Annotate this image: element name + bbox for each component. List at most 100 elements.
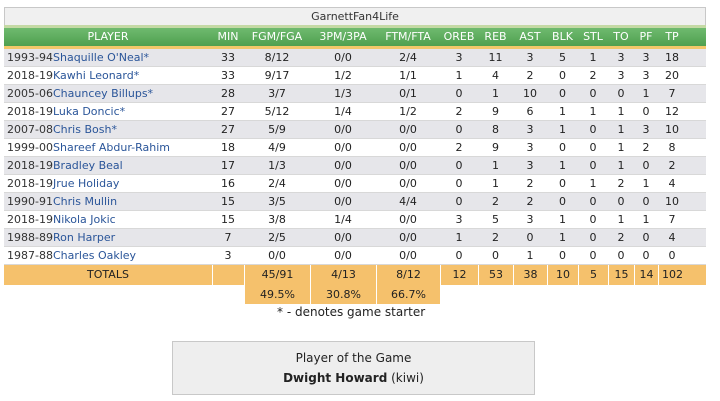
player-name-link[interactable]: Shaquille O'Neal* (53, 51, 150, 64)
season-label: 2018-19 (7, 105, 53, 118)
stat-tp: 2 (668, 159, 676, 172)
table-row: 2018-19 Nikola Jokic 15 3/8 1/4 0/0 3 5 3 1 0 1 1 7 (4, 211, 706, 229)
stat-oreb: 2 (455, 141, 463, 154)
header-stl: STL (583, 30, 603, 43)
stat-min: 7 (224, 231, 232, 244)
stat-pf: 0 (642, 249, 650, 262)
stat-min: 33 (221, 69, 235, 82)
stat-three: 0/0 (334, 177, 352, 190)
season-label: 1988-89 (7, 231, 53, 244)
stat-oreb: 1 (455, 69, 463, 82)
stat-tp: 7 (668, 87, 676, 100)
player-name-link[interactable]: Chauncey Billups* (53, 87, 154, 100)
stat-min: 28 (221, 87, 235, 100)
stat-pf: 2 (642, 141, 650, 154)
stat-stl: 0 (589, 87, 597, 100)
stat-reb: 9 (492, 141, 499, 154)
stat-three: 1/2 (334, 69, 352, 82)
stat-blk: 0 (559, 87, 566, 100)
player-cell: 1990-91 Chris Mullin (4, 193, 212, 210)
player-name-link[interactable]: Shareef Abdur-Rahim (53, 141, 171, 154)
header-fg: FGM/FGA (251, 30, 303, 43)
stat-reb: 4 (492, 69, 499, 82)
header-player: PLAYER (87, 30, 129, 43)
table-row: 1990-91 Chris Mullin 15 3/5 0/0 4/4 0 2 2 0 0 0 0 10 (4, 193, 706, 211)
totals-row: TOTALS 45/91 4/13 8/12 12 53 38 10 5 15 … (4, 265, 706, 285)
stat-stl: 0 (589, 231, 597, 244)
stat-ast: 3 (526, 141, 534, 154)
player-name-link[interactable]: Nikola Jokic (53, 213, 116, 226)
stat-min: 27 (221, 123, 235, 136)
totals-min (212, 265, 244, 285)
stat-three: 0/0 (334, 141, 352, 154)
table-row: 2007-08 Chris Bosh* 27 5/9 0/0 0/0 0 8 3 1 0 1 3 10 (4, 121, 706, 139)
table-row: 2018-19 Jrue Holiday 16 2/4 0/0 0/0 0 1 2 0 1 2 1 4 (4, 175, 706, 193)
stat-tp: 4 (668, 231, 676, 244)
stat-reb: 1 (492, 87, 499, 100)
stat-fg: 5/12 (264, 105, 290, 118)
totals-ft: 8/12 (376, 265, 440, 285)
stat-three: 0/0 (334, 249, 352, 262)
stat-ft: 0/0 (399, 249, 417, 262)
stat-oreb: 1 (455, 231, 463, 244)
stat-reb: 1 (492, 177, 499, 190)
player-name-link[interactable]: Jrue Holiday (53, 177, 120, 190)
season-label: 2018-19 (7, 177, 53, 190)
stat-fg: 1/3 (268, 159, 286, 172)
stat-to: 0 (617, 87, 625, 100)
stat-oreb: 0 (455, 123, 463, 136)
stat-ast: 0 (526, 231, 534, 244)
stat-blk: 1 (559, 213, 566, 226)
stat-ast: 3 (526, 213, 534, 226)
stat-ast: 3 (526, 123, 534, 136)
stat-ast: 10 (523, 87, 537, 100)
starter-note: * - denotes game starter (277, 305, 426, 319)
stat-ft: 0/0 (399, 123, 417, 136)
header-ft: FTM/FTA (385, 30, 431, 43)
stat-stl: 0 (589, 213, 597, 226)
stat-min: 33 (221, 51, 235, 64)
stat-reb: 2 (492, 231, 499, 244)
player-cell: 2007-08 Chris Bosh* (4, 121, 212, 138)
stat-three: 0/0 (334, 231, 352, 244)
player-name-link[interactable]: Ron Harper (53, 231, 116, 244)
header-3p: 3PM/3PA (319, 30, 367, 43)
player-name-link[interactable]: Chris Mullin (53, 195, 118, 208)
header-ast: AST (519, 30, 541, 43)
stat-min: 15 (221, 213, 235, 226)
player-name-link[interactable]: Bradley Beal (53, 159, 123, 172)
stat-pf: 1 (642, 87, 650, 100)
stat-ast: 2 (526, 69, 534, 82)
stat-oreb: 0 (455, 195, 463, 208)
player-cell: 2005-06 Chauncey Billups* (4, 85, 212, 102)
stat-blk: 1 (559, 105, 566, 118)
stat-to: 2 (617, 177, 625, 190)
stat-to: 1 (617, 123, 625, 136)
pct-fg: 49.5% (244, 285, 310, 304)
stat-blk: 0 (559, 69, 566, 82)
player-cell: 2018-19 Bradley Beal (4, 157, 212, 174)
totals-to: 15 (608, 265, 634, 285)
player-name-link[interactable]: Kawhi Leonard* (53, 69, 140, 82)
stat-min: 27 (221, 105, 235, 118)
totals-tp: 102 (658, 265, 686, 285)
stat-to: 2 (617, 231, 625, 244)
table-row: 1993-94 Shaquille O'Neal* 33 8/12 0/0 2/4 3 11 3… (4, 49, 706, 67)
player-cell: 2018-19 Luka Doncic* (4, 103, 212, 120)
potg-player-name: Dwight Howard (283, 371, 388, 385)
stat-min: 18 (221, 141, 235, 154)
stat-ast: 1 (526, 249, 534, 262)
stat-tp: 12 (665, 105, 679, 118)
player-cell: 1993-94 Shaquille O'Neal* (4, 49, 212, 66)
player-name-link[interactable]: Charles Oakley (53, 249, 137, 262)
stat-to: 1 (617, 213, 625, 226)
stat-ast: 2 (526, 195, 534, 208)
player-name-link[interactable]: Luka Doncic* (53, 105, 126, 118)
totals-label: TOTALS (87, 268, 129, 281)
totals-blk: 10 (547, 265, 578, 285)
stat-tp: 10 (665, 195, 679, 208)
season-label: 1987-88 (7, 249, 53, 262)
stat-three: 0/0 (334, 123, 352, 136)
header-tp: TP (665, 30, 679, 43)
player-name-link[interactable]: Chris Bosh* (53, 123, 117, 136)
